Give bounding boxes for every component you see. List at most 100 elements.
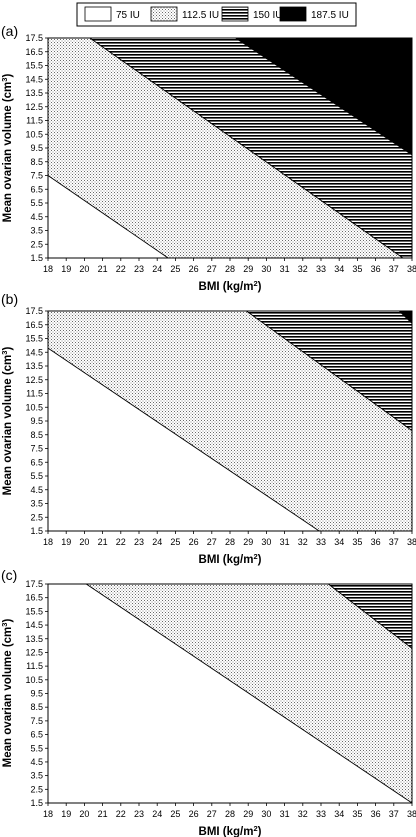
x-tick-label: 20 — [79, 809, 89, 819]
y-tick-label: 12.5 — [25, 647, 43, 657]
x-tick-label: 21 — [98, 809, 108, 819]
y-axis-label-end: ) — [2, 619, 14, 623]
x-tick-label: 23 — [134, 809, 144, 819]
x-axis-label-main: BMI (kg/m — [199, 826, 254, 837]
x-tick-label: 36 — [371, 264, 381, 274]
y-tick-label: 10.5 — [25, 402, 43, 412]
legend-swatch-112-5 — [150, 6, 178, 22]
x-tick-label: 31 — [280, 537, 290, 547]
legend-swatch-187-5 — [279, 6, 307, 22]
x-tick-label: 18 — [43, 264, 53, 274]
boundary-line-2 — [235, 37, 413, 156]
x-tick-label: 21 — [98, 264, 108, 274]
y-tick-label: 11.5 — [26, 661, 43, 671]
y-tick-label: 8.5 — [30, 430, 43, 440]
y-tick-label: 3.5 — [30, 226, 43, 236]
x-tick-label: 19 — [61, 809, 71, 819]
x-tick-label: 28 — [225, 264, 235, 274]
y-tick-label: 17.5 — [25, 306, 43, 316]
x-tick-label: 33 — [316, 264, 326, 274]
y-tick-label: 12.5 — [25, 375, 43, 385]
y-tick-label: 8.5 — [30, 157, 43, 167]
y-axis-label-main: Mean ovarian volume (cm — [2, 627, 14, 768]
x-tick-label: 22 — [116, 537, 126, 547]
y-tick-label: 16.5 — [25, 47, 43, 57]
y-tick-label: 2.5 — [30, 512, 43, 522]
x-tick-label: 32 — [298, 809, 308, 819]
boundary-line-0 — [85, 583, 413, 804]
x-axis-label-end: ) — [258, 281, 262, 293]
panel-b: 18 19 20 21 22 23 24 25 26 27 28 29 30 31 32 33 34 35 36 37… — [0, 291, 416, 566]
y-tick-label: 14.5 — [25, 74, 43, 84]
legend-label-187-5: 187.5 IU — [311, 10, 349, 21]
y-tick-label: 6.5 — [30, 184, 43, 194]
y-tick-label: 7.5 — [30, 716, 43, 726]
legend-swatch-75 — [84, 6, 112, 22]
x-tick-label: 18 — [43, 537, 53, 547]
y-axis-label-main: Mean ovarian volume (cm — [2, 355, 14, 496]
y-tick-label: 5.5 — [30, 198, 43, 208]
boundary-line-2 — [398, 310, 413, 324]
x-tick-label: 36 — [371, 809, 381, 819]
y-tick-label: 11.5 — [26, 116, 43, 126]
y-tick-label: 6.5 — [30, 730, 43, 740]
boundary-line-1 — [89, 37, 404, 259]
y-tick-label: 10.5 — [25, 675, 43, 685]
legend: 75 IU 112.5 IU 150 IU 187.5 IU — [76, 2, 357, 27]
legend-label-112-5: 112.5 IU — [182, 10, 219, 21]
y-tick-label: 15.5 — [25, 334, 43, 344]
y-tick-label: 4.5 — [30, 212, 43, 222]
y-tick-label: 13.5 — [25, 88, 43, 98]
y-tick-label: 17.5 — [25, 33, 43, 43]
y-tick-label: 13.5 — [25, 634, 43, 644]
x-tick-label: 31 — [280, 809, 290, 819]
panel-label: (c) — [1, 567, 17, 583]
x-tick-label: 25 — [170, 537, 180, 547]
x-tick-label: 29 — [243, 537, 253, 547]
x-tick-label: 22 — [116, 264, 126, 274]
x-axis-label: BMI (kg/m2) — [199, 279, 262, 293]
y-tick-label: 1.5 — [30, 253, 43, 263]
x-tick-label: 23 — [134, 537, 144, 547]
y-tick-label: 5.5 — [30, 471, 43, 481]
x-tick-label: 25 — [170, 264, 180, 274]
y-tick-label: 15.5 — [25, 606, 43, 616]
legend-swatch-150 — [221, 6, 249, 22]
y-tick-label: 2.5 — [30, 239, 43, 249]
region-112-5-iu — [48, 38, 403, 258]
panel-label: (b) — [1, 291, 18, 307]
x-tick-label: 26 — [189, 809, 199, 819]
x-tick-label: 24 — [152, 809, 162, 819]
y-axis-label-sup: 3 — [0, 351, 9, 355]
boundary-line-1 — [328, 583, 413, 649]
y-tick-label: 14.5 — [25, 620, 43, 630]
x-tick-label: 32 — [298, 264, 308, 274]
x-tick-label: 35 — [352, 264, 362, 274]
y-tick-label: 3.5 — [30, 499, 43, 509]
legend-label-75: 75 IU — [116, 10, 140, 21]
x-axis-label-main: BMI (kg/m — [199, 281, 254, 293]
x-tick-label: 29 — [243, 264, 253, 274]
y-tick-label: 10.5 — [25, 129, 43, 139]
region-150-iu — [89, 38, 413, 258]
y-axis-label-sup: 3 — [0, 623, 9, 627]
x-tick-label: 37 — [389, 809, 399, 819]
x-axis-label-end: ) — [258, 826, 262, 837]
y-tick-label: 11.5 — [26, 389, 43, 399]
boundary-line-0 — [47, 347, 320, 532]
x-tick-label: 38 — [407, 809, 416, 819]
y-tick-label: 17.5 — [25, 579, 43, 589]
x-tick-label: 20 — [79, 537, 89, 547]
x-tick-label: 26 — [189, 537, 199, 547]
x-tick-label: 26 — [189, 264, 199, 274]
y-axis-label: Mean ovarian volume (cm3) — [0, 347, 14, 496]
x-tick-label: 34 — [334, 809, 344, 819]
x-tick-label: 21 — [98, 537, 108, 547]
y-tick-label: 5.5 — [30, 743, 43, 753]
x-tick-label: 22 — [116, 809, 126, 819]
y-tick-label: 2.5 — [30, 784, 43, 794]
y-tick-label: 12.5 — [25, 102, 43, 112]
x-axis-label: BMI (kg/m2) — [199, 552, 262, 566]
x-tick-label: 30 — [261, 809, 271, 819]
x-tick-label: 34 — [334, 537, 344, 547]
